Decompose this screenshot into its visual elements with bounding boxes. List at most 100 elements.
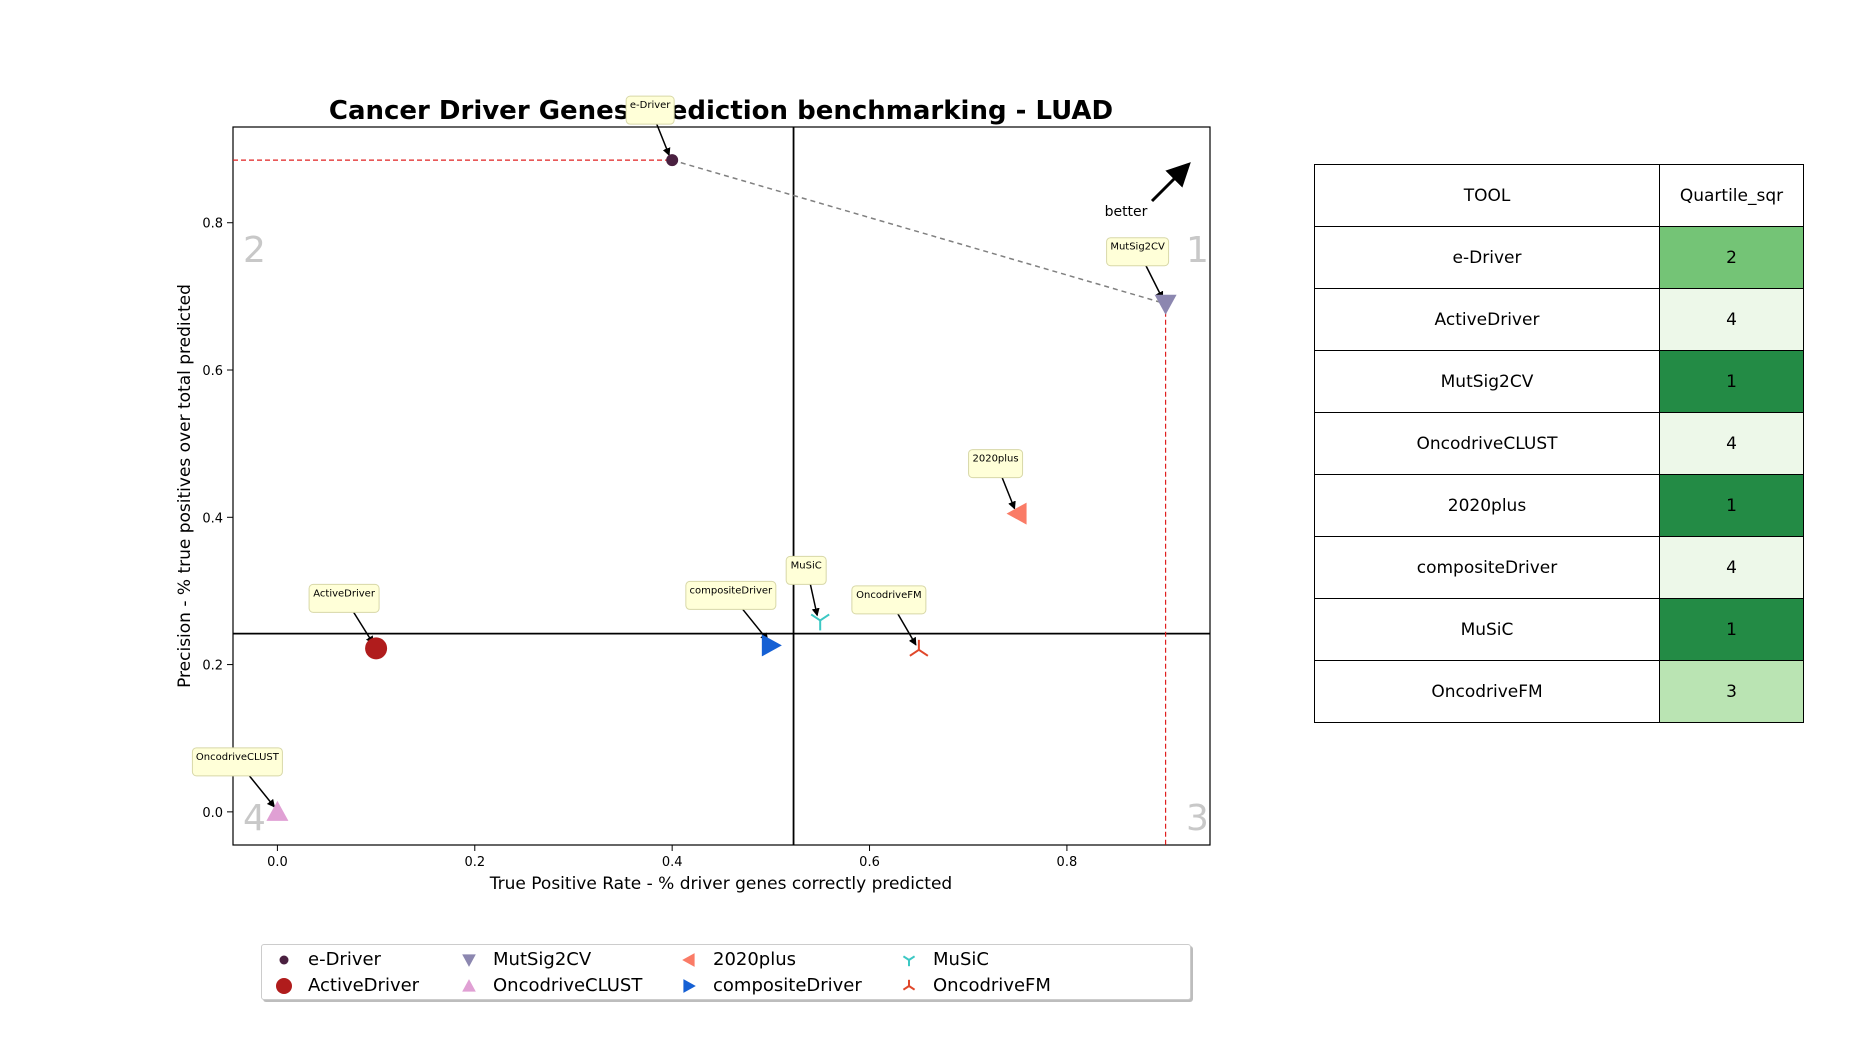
annotation-label: 2020plus bbox=[972, 454, 1018, 465]
y-tick-label: 0.8 bbox=[202, 217, 223, 232]
table-cell-quartile: 1 bbox=[1659, 598, 1804, 661]
table-cell-tool: compositeDriver bbox=[1314, 536, 1660, 599]
annotation-arrow bbox=[897, 613, 917, 646]
annotation-label: compositeDriver bbox=[690, 585, 774, 596]
table-cell-quartile: 2 bbox=[1659, 226, 1804, 289]
y-tick-label: 0.0 bbox=[202, 806, 223, 821]
legend-marker bbox=[902, 955, 916, 967]
legend-marker bbox=[462, 979, 476, 992]
point-annotation: 2020plus bbox=[968, 449, 1024, 510]
point-annotation: compositeDriver bbox=[685, 580, 777, 642]
table-cell-tool: MuSiC bbox=[1314, 598, 1660, 661]
table-cell-quartile: 4 bbox=[1659, 412, 1804, 475]
marker-2020plus bbox=[682, 953, 695, 967]
marker-MutSig2CV bbox=[1154, 294, 1177, 315]
table-row: e-Driver 2 bbox=[1314, 226, 1804, 289]
marker-OncodriveCLUST bbox=[462, 979, 476, 992]
better-arrow bbox=[1150, 162, 1191, 203]
annotation-label: ActiveDriver bbox=[313, 588, 376, 599]
y-tick-label: 0.2 bbox=[202, 659, 223, 674]
marker-2020plus bbox=[1006, 502, 1027, 525]
table-cell-tool: OncodriveCLUST bbox=[1314, 412, 1660, 475]
table-body: e-Driver 2 ActiveDriver 4 MutSig2CV 1 Oncodriv… bbox=[1314, 226, 1804, 723]
table-cell-quartile: 4 bbox=[1659, 536, 1804, 599]
marker-ActiveDriver bbox=[276, 978, 292, 994]
y-tick-label: 0.4 bbox=[202, 511, 223, 526]
annotation-box bbox=[308, 583, 380, 613]
table-row: MutSig2CV 1 bbox=[1314, 350, 1804, 413]
annotation-arrow bbox=[809, 584, 820, 617]
marker-OncodriveFM bbox=[909, 639, 929, 657]
legend-label: OncodriveCLUST bbox=[493, 975, 643, 996]
y-axis-label: Precision - % true positives over total … bbox=[175, 284, 195, 688]
point-annotation: ActiveDriver bbox=[308, 583, 380, 645]
y-tick-label: 0.6 bbox=[202, 364, 223, 379]
legend-label: OncodriveFM bbox=[933, 975, 1051, 996]
marker-compositeDriver bbox=[761, 634, 782, 657]
point-annotation: e-Driver bbox=[625, 95, 675, 157]
legend-label: ActiveDriver bbox=[308, 975, 420, 996]
annotation-box bbox=[685, 580, 777, 610]
point-annotation: MutSig2CV bbox=[1106, 237, 1170, 300]
annotation-box bbox=[785, 555, 827, 585]
table-header-tool: TOOL bbox=[1314, 164, 1660, 227]
marker-ActiveDriver bbox=[365, 637, 388, 660]
quadrant-label-2: 2 bbox=[243, 230, 266, 271]
quadrant-label-1: 1 bbox=[1186, 230, 1209, 271]
chart-legend: e-Driver ActiveDriver MutSig2CV OncodriveCL… bbox=[261, 944, 1191, 1000]
table-row: compositeDriver 4 bbox=[1314, 536, 1804, 599]
legend-marker bbox=[682, 953, 695, 967]
marker-OncodriveFM bbox=[902, 979, 916, 991]
table-row: OncodriveFM 3 bbox=[1314, 660, 1804, 723]
annotation-box bbox=[851, 585, 927, 615]
plot-area: 0.0 0.2 0.4 0.6 0.8 0.0 0.2 0.4 0.6 0.8 1 2 3 4 better… bbox=[191, 95, 1211, 870]
table-row: ActiveDriver 4 bbox=[1314, 288, 1804, 351]
legend-label: 2020plus bbox=[713, 949, 797, 970]
table-cell-quartile: 1 bbox=[1659, 474, 1804, 537]
marker-e-Driver bbox=[666, 154, 679, 167]
annotation-label: MuSiC bbox=[791, 560, 822, 571]
quadrant-label-4: 4 bbox=[243, 798, 266, 839]
legend-marker bbox=[902, 979, 916, 991]
annotation-label: MutSig2CV bbox=[1110, 242, 1165, 253]
table-cell-tool: OncodriveFM bbox=[1314, 660, 1660, 723]
x-tick-label: 0.4 bbox=[662, 855, 683, 870]
table-cell-tool: MutSig2CV bbox=[1314, 350, 1660, 413]
legend-marker bbox=[462, 954, 476, 967]
point-annotation: OncodriveCLUST bbox=[191, 747, 283, 808]
annotation-box bbox=[625, 95, 675, 125]
table-cell-quartile: 3 bbox=[1659, 660, 1804, 723]
marker-MutSig2CV bbox=[462, 954, 476, 967]
legend-marker bbox=[276, 978, 292, 994]
annotation-arrow bbox=[1145, 265, 1164, 300]
annotation-box bbox=[968, 449, 1024, 479]
chart-title: Cancer Driver Genes prediction benchmark… bbox=[329, 96, 1113, 126]
annotation-arrow bbox=[248, 775, 276, 808]
legend-label: compositeDriver bbox=[713, 975, 862, 996]
x-tick-label: 0.6 bbox=[859, 855, 880, 870]
table-row: MuSiC 1 bbox=[1314, 598, 1804, 661]
quartile-table: TOOL Quartile_sqr e-Driver 2 ActiveDriver 4… bbox=[1314, 164, 1804, 723]
x-tick-label: 0.8 bbox=[1057, 855, 1078, 870]
table-cell-quartile: 1 bbox=[1659, 350, 1804, 413]
table-cell-quartile: 4 bbox=[1659, 288, 1804, 351]
annotation-label: OncodriveFM bbox=[856, 590, 922, 601]
legend-label: e-Driver bbox=[308, 949, 381, 970]
annotation-box bbox=[1106, 237, 1170, 267]
marker-compositeDriver bbox=[683, 979, 696, 993]
annotation-arrow bbox=[742, 608, 769, 642]
legend-label: MutSig2CV bbox=[493, 949, 592, 970]
table-row: 2020plus 1 bbox=[1314, 474, 1804, 537]
annotation-label: OncodriveCLUST bbox=[196, 752, 280, 763]
plot-frame bbox=[232, 126, 1211, 846]
table-header-quartile: Quartile_sqr bbox=[1659, 164, 1804, 227]
pareto-front-line bbox=[671, 159, 1166, 305]
annotation-arrow bbox=[1001, 477, 1016, 510]
table-cell-tool: ActiveDriver bbox=[1314, 288, 1660, 351]
marker-OncodriveCLUST bbox=[266, 800, 289, 821]
marker-MuSiC bbox=[810, 613, 830, 631]
annotation-label: e-Driver bbox=[630, 100, 671, 111]
legend-label: MuSiC bbox=[933, 949, 989, 970]
marker-e-Driver bbox=[279, 955, 289, 965]
